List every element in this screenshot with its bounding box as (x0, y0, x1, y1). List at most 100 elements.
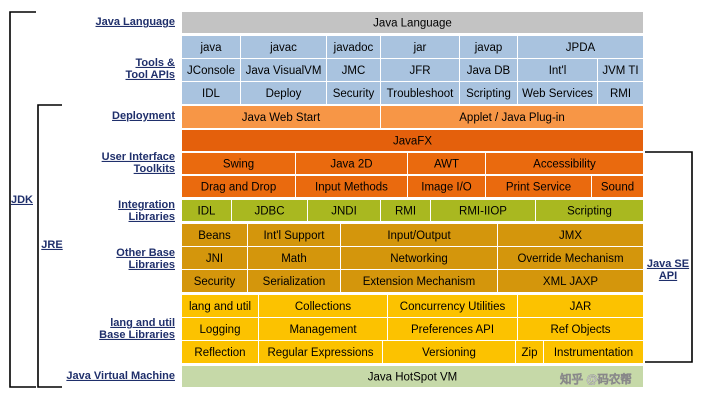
component-box (232, 200, 307, 221)
component-label: Concurrency Utilities (400, 301, 506, 313)
component-label: JNI (206, 253, 223, 265)
component-box (381, 200, 430, 221)
component-box (381, 59, 459, 81)
component-box (460, 59, 517, 81)
api-label: API (659, 270, 677, 282)
layer-label: User Interface (102, 151, 175, 163)
component-box (498, 224, 643, 246)
component-box (182, 366, 643, 387)
component-label: Preferences API (411, 324, 494, 336)
component-label: Collections (295, 301, 351, 313)
layer-label: Tools & (135, 57, 175, 69)
component-label: RMI-IIOP (459, 206, 507, 218)
component-box (516, 341, 543, 363)
jre-label: JRE (41, 239, 62, 251)
component-label: Reflection (194, 347, 245, 359)
component-label: Java Language (373, 18, 452, 30)
component-box (327, 36, 380, 58)
component-label: Ref Objects (550, 324, 610, 336)
component-label: Instrumentation (554, 347, 633, 359)
component-box (259, 318, 387, 340)
component-box (460, 36, 517, 58)
component-box (296, 153, 407, 174)
component-box (381, 106, 643, 128)
component-box (544, 341, 643, 363)
layer-label: lang and util (110, 317, 175, 329)
component-box (388, 318, 517, 340)
api-bracket (645, 151, 693, 363)
component-box (259, 295, 387, 317)
component-box (592, 176, 643, 197)
component-box (248, 224, 340, 246)
component-label: Zip (522, 347, 538, 359)
component-label: Scripting (567, 206, 612, 218)
component-box (408, 176, 485, 197)
api-label: Java SE (647, 258, 689, 270)
component-label: JPDA (566, 42, 596, 54)
component-label: Versioning (422, 347, 476, 359)
component-label: Int'l Support (263, 230, 325, 242)
component-label: Serialization (263, 276, 326, 288)
component-label: Networking (390, 253, 448, 265)
component-box (182, 153, 295, 174)
layer-label: Other Base (116, 247, 175, 259)
component-box (182, 247, 247, 269)
component-box (182, 224, 247, 246)
component-label: Java 2D (330, 159, 372, 171)
component-box (341, 270, 497, 292)
jdk-label-bg (12, 192, 36, 208)
component-label: Print Service (506, 182, 571, 194)
component-box (518, 82, 597, 104)
component-box (296, 176, 407, 197)
component-label: lang and util (189, 301, 251, 313)
component-label: Security (333, 88, 375, 100)
component-label: Applet / Java Plug-in (459, 112, 564, 124)
component-label: JAR (570, 301, 592, 313)
component-box (460, 82, 517, 104)
jdk-bracket (9, 11, 36, 388)
component-label: Override Mechanism (517, 253, 623, 265)
component-label: Scripting (466, 88, 511, 100)
layer-label: Tool APIs (126, 69, 176, 81)
component-box (431, 200, 535, 221)
component-label: Int'l (549, 65, 567, 77)
component-box (182, 318, 258, 340)
component-label: Java VisualVM (246, 65, 322, 77)
component-box (241, 36, 326, 58)
jre-bracket (37, 104, 62, 388)
component-box (182, 12, 643, 33)
component-label: Extension Mechanism (363, 276, 476, 288)
layer-label: Deployment (112, 110, 175, 122)
component-box (518, 295, 643, 317)
component-label: JMC (342, 65, 366, 77)
component-label: Accessibility (533, 159, 596, 171)
component-box (388, 295, 517, 317)
component-label: Java HotSpot VM (368, 372, 457, 384)
component-label: RMI (395, 206, 416, 218)
component-box (486, 153, 643, 174)
layer-label: Java Language (96, 16, 175, 28)
component-box (182, 176, 295, 197)
component-box (486, 176, 591, 197)
component-label: Deploy (266, 88, 302, 100)
component-label: Beans (198, 230, 231, 242)
component-label: java (199, 42, 222, 54)
component-box (182, 200, 231, 221)
component-box (248, 247, 340, 269)
component-box (408, 153, 485, 174)
component-label: Java DB (467, 65, 511, 77)
component-box (327, 59, 380, 81)
component-label: Java Web Start (242, 112, 321, 124)
component-box (598, 59, 643, 81)
component-label: JMX (559, 230, 582, 242)
component-box (518, 36, 643, 58)
jdk-label: JDK (11, 194, 33, 206)
component-box (248, 270, 340, 292)
component-box (182, 82, 240, 104)
component-box (182, 270, 247, 292)
component-box (536, 200, 643, 221)
component-box (381, 36, 459, 58)
component-box (182, 106, 380, 128)
watermark: 知乎 @码农帮 (559, 372, 632, 386)
component-label: JavaFX (393, 136, 432, 148)
